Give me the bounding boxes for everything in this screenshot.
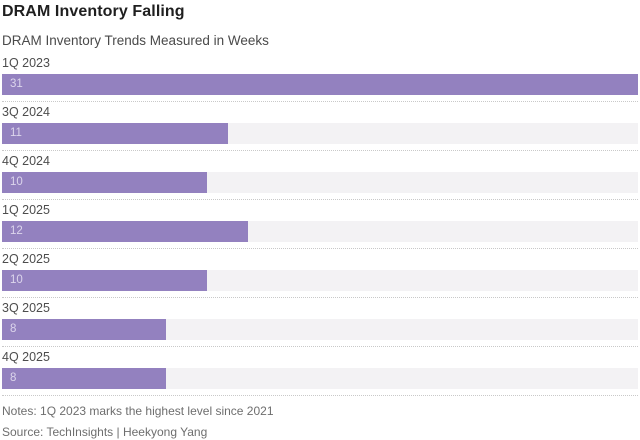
bar-chart: 1Q 2023 31 3Q 2024 11 4Q 2024 10 1Q 2025 12 2Q 2… <box>2 53 638 396</box>
chart-row: 2Q 2025 10 <box>2 249 638 298</box>
chart-row: 4Q 2024 10 <box>2 151 638 200</box>
bar: 8 <box>2 319 167 340</box>
chart-source: Source: TechInsights | Heekyong Yang <box>2 425 208 439</box>
category-label: 4Q 2025 <box>2 350 50 364</box>
category-label: 1Q 2025 <box>2 203 50 217</box>
bar-track: 10 <box>2 270 638 291</box>
bar-track: 8 <box>2 368 638 389</box>
chart-row: 3Q 2025 8 <box>2 298 638 347</box>
category-label: 4Q 2024 <box>2 154 50 168</box>
chart-footer: Notes: 1Q 2023 marks the highest level s… <box>2 396 638 440</box>
bar: 31 <box>2 74 638 95</box>
chart-page: DRAM Inventory Falling DRAM Inventory Tr… <box>2 3 638 439</box>
category-label: 3Q 2025 <box>2 301 50 315</box>
category-label: 2Q 2025 <box>2 252 50 266</box>
bar: 11 <box>2 123 228 144</box>
bar-value-label: 8 <box>10 323 17 335</box>
bar-track: 11 <box>2 123 638 144</box>
bar: 10 <box>2 172 208 193</box>
category-label: 3Q 2024 <box>2 105 50 119</box>
chart-row: 3Q 2024 11 <box>2 102 638 151</box>
bar: 12 <box>2 221 249 242</box>
bar-track: 8 <box>2 319 638 340</box>
bar-track: 10 <box>2 172 638 193</box>
bar-value-label: 10 <box>10 176 23 188</box>
bar-value-label: 10 <box>10 274 23 286</box>
bar-track: 12 <box>2 221 638 242</box>
chart-title: DRAM Inventory Falling <box>2 3 185 20</box>
bar: 10 <box>2 270 208 291</box>
chart-subtitle: DRAM Inventory Trends Measured in Weeks <box>2 33 269 48</box>
chart-row: 1Q 2023 31 <box>2 53 638 102</box>
bar-track: 31 <box>2 74 638 95</box>
bar-value-label: 31 <box>10 78 23 90</box>
chart-row: 4Q 2025 8 <box>2 347 638 396</box>
category-label: 1Q 2023 <box>2 56 50 70</box>
bar-value-label: 11 <box>10 127 22 139</box>
bar-value-label: 12 <box>10 225 23 237</box>
bar-value-label: 8 <box>10 372 17 384</box>
chart-notes: Notes: 1Q 2023 marks the highest level s… <box>2 404 274 418</box>
chart-row: 1Q 2025 12 <box>2 200 638 249</box>
bar: 8 <box>2 368 167 389</box>
